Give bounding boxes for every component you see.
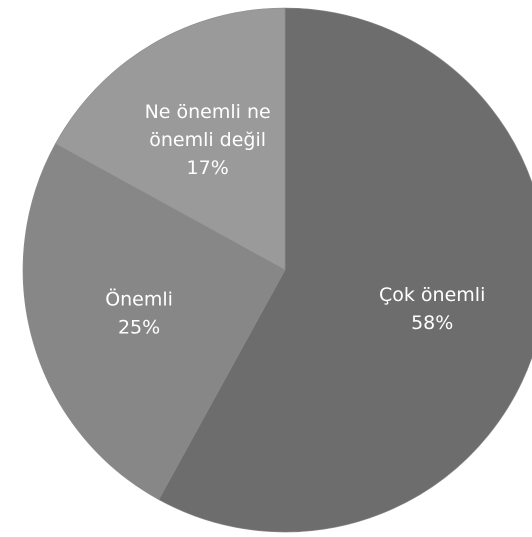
pie-slice-1 <box>22 143 286 500</box>
slice-value-label: 58% <box>411 312 453 334</box>
slice-label-2: Ne önemli ne önemli değil 17% <box>145 101 271 179</box>
pie-slice-2 <box>55 7 286 271</box>
slice-value-label: 25% <box>118 316 160 338</box>
slice-name-label: Ne önemli ne <box>145 101 271 123</box>
pie-slice-0 <box>158 7 532 533</box>
slice-name-label: Çok önemli <box>379 284 485 306</box>
slice-name-label: Önemli <box>105 287 173 310</box>
slice-label-0: Çok önemli 58% <box>379 284 485 334</box>
slice-name-label: önemli değil <box>149 129 266 151</box>
slice-label-1: Önemli 25% <box>105 287 173 338</box>
slice-value-label: 17% <box>187 157 229 179</box>
